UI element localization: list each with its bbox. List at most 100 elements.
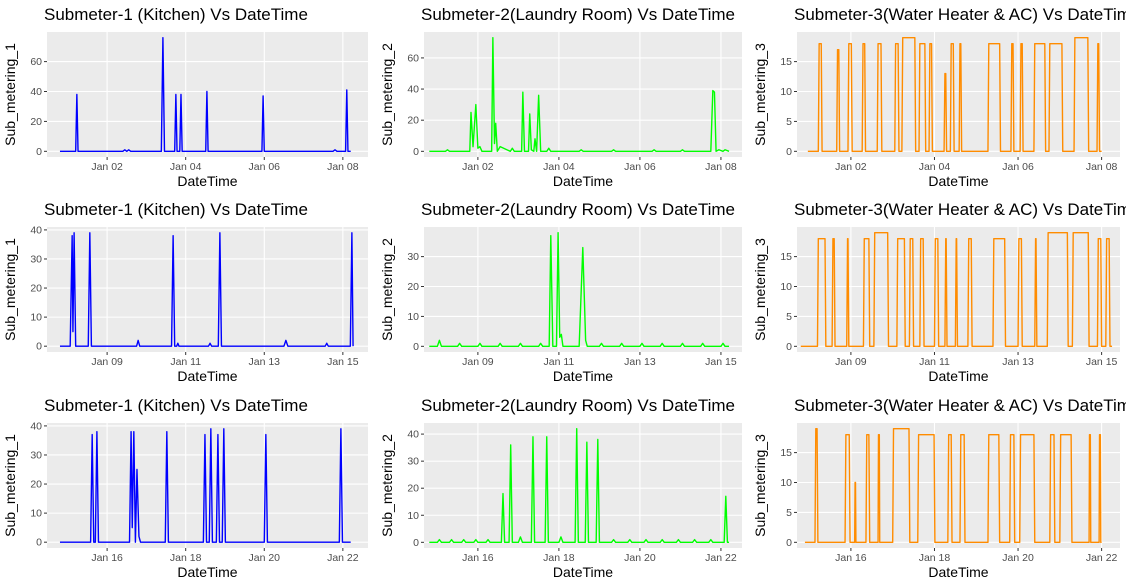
y-tick-label: 20 (407, 281, 419, 293)
y-tick-label: 40 (407, 84, 419, 96)
chart-title: Submeter-3(Water Heater & AC) Vs DateTim… (794, 396, 1126, 415)
y-tick-label: 0 (786, 341, 792, 353)
x-axis-title: DateTime (553, 368, 613, 384)
x-tick-label: Jan 08 (705, 161, 737, 173)
x-axis-title: DateTime (928, 173, 988, 189)
y-tick-label: 10 (780, 86, 792, 98)
x-tick-label: Jan 16 (462, 552, 494, 564)
x-tick-label: Jan 20 (624, 552, 656, 564)
y-tick-label: 10 (407, 510, 419, 522)
x-tick-label: Jan 06 (249, 161, 281, 173)
data-line (429, 427, 730, 544)
y-tick-label: 5 (786, 311, 792, 323)
x-tick-label: Jan 06 (1002, 161, 1034, 173)
x-tick-label: Jan 22 (327, 552, 359, 564)
data-line (59, 428, 351, 543)
y-tick-label: 15 (780, 251, 792, 263)
y-tick-label: 20 (407, 483, 419, 495)
x-tick-label: Jan 04 (170, 161, 202, 173)
y-axis-title: Sub_metering_2 (379, 43, 395, 146)
y-tick-label: 0 (413, 341, 419, 353)
y-axis-title: Sub_metering_1 (2, 434, 18, 537)
plot-background (47, 227, 368, 352)
x-axis-title: DateTime (177, 564, 237, 580)
y-tick-label: 10 (780, 281, 792, 293)
x-tick-label: Jan 08 (327, 161, 359, 173)
x-tick-label: Jan 16 (835, 552, 867, 564)
x-tick-label: Jan 04 (543, 161, 575, 173)
y-tick-label: 0 (786, 537, 792, 549)
y-tick-label: 40 (407, 429, 419, 441)
y-axis-title: Sub_metering_3 (752, 238, 768, 341)
y-tick-label: 20 (407, 115, 419, 127)
plot-background (424, 423, 742, 548)
x-tick-label: Jan 22 (705, 552, 737, 564)
chart-title: Submeter-1 (Kitchen) Vs DateTime (44, 5, 308, 24)
data-line (807, 36, 1102, 153)
y-tick-label: 40 (30, 86, 42, 98)
plot-background (424, 32, 742, 157)
x-tick-label: Jan 15 (1086, 356, 1118, 368)
x-tick-label: Jan 20 (249, 552, 281, 564)
x-tick-label: Jan 20 (1002, 552, 1034, 564)
x-tick-label: Jan 13 (624, 356, 656, 368)
y-tick-label: 15 (780, 447, 792, 459)
x-tick-label: Jan 11 (544, 356, 575, 368)
x-tick-label: Jan 11 (919, 356, 950, 368)
y-tick-label: 5 (786, 507, 792, 519)
x-tick-label: Jan 13 (1002, 356, 1034, 368)
x-tick-label: Jan 15 (327, 356, 359, 368)
x-tick-label: Jan 09 (462, 356, 494, 368)
y-tick-label: 15 (780, 56, 792, 68)
data-line (59, 232, 354, 347)
y-tick-label: 0 (36, 341, 42, 353)
chart-title: Submeter-2(Laundry Room) Vs DateTime (421, 396, 735, 415)
plot-background (797, 227, 1120, 352)
y-tick-label: 40 (30, 420, 42, 432)
data-line (804, 427, 1102, 544)
x-tick-label: Jan 02 (462, 161, 494, 173)
y-tick-label: 0 (36, 537, 42, 549)
y-axis-title: Sub_metering_1 (2, 43, 18, 146)
data-line (429, 231, 730, 348)
y-tick-label: 60 (30, 56, 42, 68)
y-tick-label: 30 (407, 251, 419, 263)
plot-background (424, 227, 742, 352)
x-tick-label: Jan 22 (1086, 552, 1118, 564)
data-line (800, 231, 1113, 348)
y-tick-label: 10 (780, 477, 792, 489)
y-tick-label: 20 (30, 116, 42, 128)
x-tick-label: Jan 04 (919, 161, 951, 173)
x-axis-title: DateTime (177, 173, 237, 189)
data-line (429, 36, 730, 153)
x-axis-title: DateTime (928, 564, 988, 580)
y-axis-title: Sub_metering_2 (379, 434, 395, 537)
y-tick-label: 40 (30, 224, 42, 236)
y-axis-title: Sub_metering_1 (2, 238, 18, 341)
y-axis-title: Sub_metering_2 (379, 238, 395, 341)
x-tick-label: Jan 18 (919, 552, 951, 564)
y-tick-label: 30 (30, 253, 42, 265)
x-tick-label: Jan 18 (170, 552, 202, 564)
x-axis-title: DateTime (553, 564, 613, 580)
x-axis-title: DateTime (553, 173, 613, 189)
x-tick-label: Jan 18 (543, 552, 575, 564)
chart-title: Submeter-3(Water Heater & AC) Vs DateTim… (794, 5, 1126, 24)
x-tick-label: Jan 09 (91, 356, 123, 368)
y-tick-label: 5 (786, 116, 792, 128)
x-tick-label: Jan 11 (170, 356, 201, 368)
y-tick-label: 20 (30, 283, 42, 295)
y-tick-label: 0 (36, 146, 42, 158)
data-line (59, 36, 351, 153)
x-tick-label: Jan 13 (249, 356, 281, 368)
y-tick-label: 10 (407, 311, 419, 323)
x-tick-label: Jan 16 (91, 552, 123, 564)
y-tick-label: 30 (30, 449, 42, 461)
x-tick-label: Jan 06 (624, 161, 656, 173)
chart-title: Submeter-2(Laundry Room) Vs DateTime (421, 5, 735, 24)
chart-title: Submeter-1 (Kitchen) Vs DateTime (44, 200, 308, 219)
y-tick-label: 20 (30, 479, 42, 491)
y-axis-title: Sub_metering_3 (752, 43, 768, 146)
y-axis-title: Sub_metering_3 (752, 434, 768, 537)
